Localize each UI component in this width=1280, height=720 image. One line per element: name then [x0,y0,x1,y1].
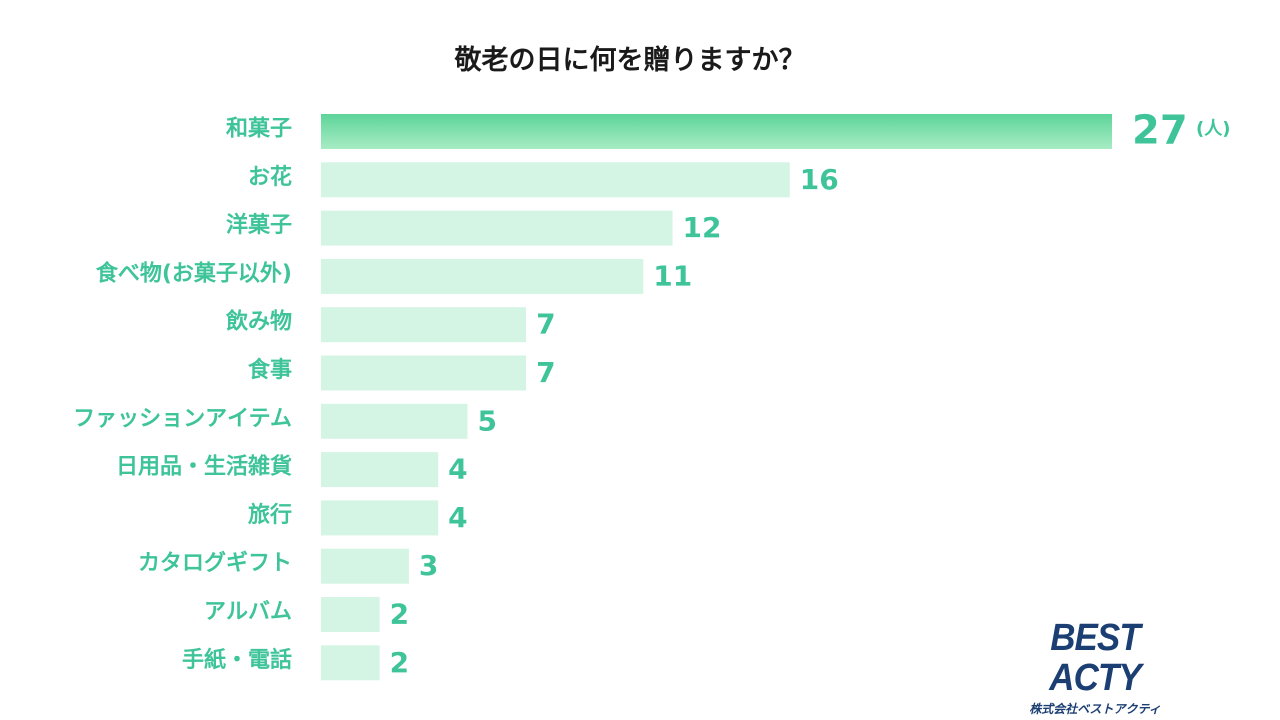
category-label: 洋菓子 [226,212,292,238]
bar [321,452,439,488]
category-label: 手紙・電話 [182,647,292,673]
value-label: 16 [800,163,839,196]
bar [321,500,439,536]
category-label: アルバム [204,600,292,625]
value-label: 4 [448,453,467,486]
category-label: 食事 [248,357,292,383]
bar [321,162,790,198]
value-label: 4 [448,501,467,534]
bars-layer: 和菓子 27 (人) お花 16 洋菓子 12 食べ物(お菓子以外) 11 飲み物 7 食事 7 ファッシ… [73,108,1230,681]
category-label: カタログギフト [138,550,292,576]
bar [321,258,644,294]
value-label: 2 [390,598,409,631]
bar [321,355,527,391]
category-label: 和菓子 [226,116,292,142]
category-label: 飲み物 [225,309,292,335]
category-label: 旅行 [248,502,292,528]
category-label: ファッションアイテム [73,406,292,431]
bar [321,210,673,246]
logo-brand: BEST ACTY [1049,617,1141,699]
value-label: 27 [1132,108,1188,154]
value-label: 7 [536,356,555,389]
category-label: 食べ物(お菓子以外) [96,260,292,286]
bar [321,403,468,439]
category-label: お花 [248,164,292,190]
bar [321,114,1112,149]
value-label: 3 [419,549,438,582]
value-label: 12 [683,211,722,244]
bar [321,307,527,343]
chart-title: 敬老の日に何を贈りますか？ [454,45,806,76]
bar [321,548,409,584]
unit-label: (人) [1196,119,1230,140]
value-label: 5 [477,404,496,437]
category-label: 日用品・生活雑貨 [116,454,292,480]
logo-company: 株式会社ベストアクティ [1029,702,1161,716]
company-logo: BEST ACTY 株式会社ベストアクティ [1000,618,1190,717]
value-label: 2 [390,646,409,679]
value-label: 11 [653,259,692,292]
bar [321,597,380,632]
value-label: 7 [536,308,555,341]
bar [321,645,380,681]
